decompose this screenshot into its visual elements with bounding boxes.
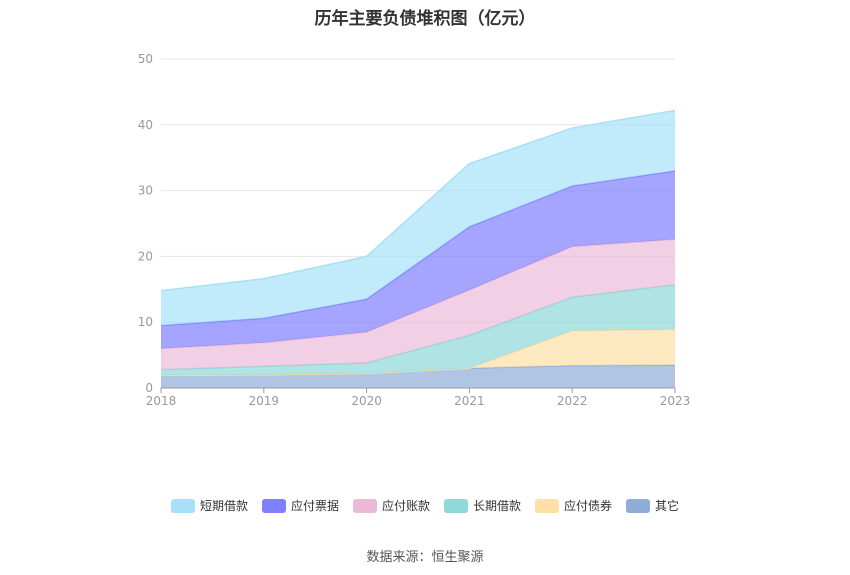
- legend-label: 短期借款: [199, 499, 248, 513]
- chart-title: 历年主要负债堆积图（亿元）: [314, 9, 536, 29]
- legend-label: 应付债券: [564, 499, 613, 513]
- x-tick-label: 2018: [146, 394, 177, 408]
- axes: 0 10 20 30 40 50 2018 2019 2020 2021 2022 2023: [138, 52, 691, 408]
- y-tick-label: 30: [138, 184, 153, 198]
- y-tick-label: 20: [138, 249, 153, 263]
- area-series: [160, 109, 676, 388]
- area-应付债券[interactable]: [161, 329, 675, 376]
- legend-swatch: [535, 498, 560, 513]
- legend-item-accounts-payable[interactable]: 应付账款: [352, 497, 430, 514]
- legend-swatch: [444, 498, 468, 513]
- y-tick-label: 0: [145, 381, 153, 395]
- legend-item-other[interactable]: 其它: [626, 497, 679, 514]
- x-tick-label: 2021: [454, 394, 485, 408]
- legend-swatch: [352, 498, 377, 513]
- legend-label: 应付票据: [290, 499, 339, 513]
- area-其它[interactable]: [161, 364, 675, 388]
- x-tick-label: 2020: [351, 394, 382, 408]
- y-tick-label: 40: [138, 118, 153, 132]
- legend-item-short-term-loans[interactable]: 短期借款: [170, 497, 248, 514]
- legend-item-long-term-loans[interactable]: 长期借款: [444, 497, 521, 514]
- legend-swatch: [170, 498, 195, 513]
- area-应付账款[interactable]: [161, 239, 675, 370]
- legend-swatch: [626, 498, 651, 513]
- x-tick-label: 2022: [557, 394, 588, 408]
- legend-item-bonds-payable[interactable]: 应付债券: [535, 497, 612, 514]
- x-tick-label: 2023: [660, 394, 691, 408]
- area-应付票据[interactable]: [161, 170, 675, 349]
- x-tick-label: 2019: [249, 394, 280, 408]
- series-line-短期借款: [160, 109, 676, 292]
- legend-label: 长期借款: [473, 499, 522, 513]
- y-tick-label: 50: [138, 52, 153, 66]
- legend-label: 应付账款: [381, 499, 430, 513]
- legend-item-notes-payable[interactable]: 应付票据: [261, 497, 339, 514]
- legend-label: 其它: [655, 499, 680, 513]
- legend: 短期借款 应付票据 应付账款 长期借款 应付债券 其它: [0, 497, 850, 514]
- y-tick-label: 10: [138, 315, 153, 329]
- data-source: 数据来源：恒生聚源: [366, 550, 484, 565]
- area-短期借款[interactable]: [161, 110, 675, 326]
- legend-swatch: [261, 498, 286, 513]
